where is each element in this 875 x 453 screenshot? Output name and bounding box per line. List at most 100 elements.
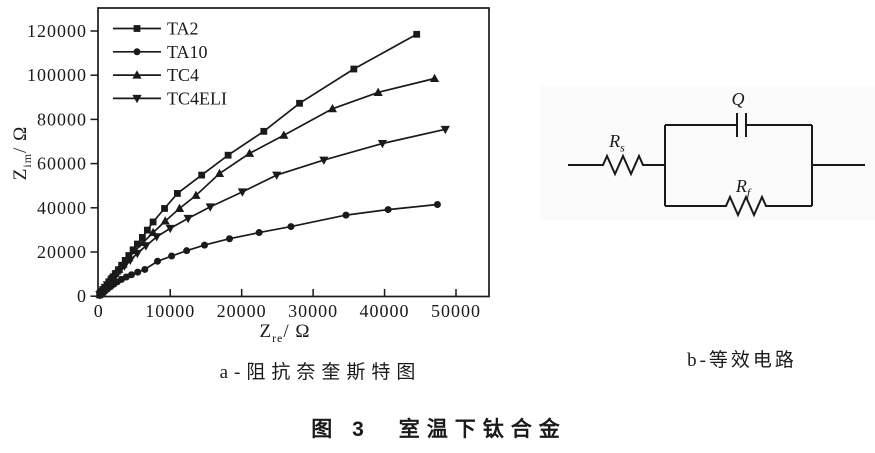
- plot-frame: [97, 7, 490, 298]
- data-point-marker-triangle-down: [115, 267, 125, 276]
- resistor-rs-label: Rs: [600, 131, 634, 156]
- data-point-marker-square: [161, 205, 168, 212]
- legend-label: TC4ELI: [167, 88, 227, 108]
- legend: TA2 TA10 TC4 TC4ELI: [113, 19, 227, 108]
- data-point-marker-square: [133, 25, 141, 32]
- y-tick-label: 120000: [27, 21, 87, 41]
- series-TA10: [96, 200, 441, 299]
- y-tick-label: 40000: [37, 198, 87, 218]
- series-line-TA2: [99, 33, 418, 296]
- rs-label-main: R: [609, 131, 621, 151]
- x-axis: 0 10000 20000 30000 40000 50000: [94, 289, 481, 321]
- y-axis-label-symbol: Z: [10, 167, 31, 181]
- rf-label-main: R: [735, 176, 747, 196]
- x-tick-label: 10000: [145, 301, 195, 321]
- legend-label: TC4: [167, 65, 199, 85]
- data-point-marker-square: [413, 30, 421, 38]
- data-point-marker-circle: [141, 265, 149, 273]
- data-point-marker-circle: [133, 48, 141, 56]
- caption-subfigure-b: b-等效电路: [687, 350, 797, 371]
- x-axis-label-subscript: re: [272, 330, 284, 345]
- data-point-marker-triangle-up: [132, 70, 142, 79]
- data-point-marker-square: [198, 171, 206, 179]
- data-point-marker-square: [143, 226, 151, 234]
- data-point-marker-circle: [255, 229, 263, 237]
- data-point-marker-square: [133, 240, 141, 248]
- data-point-marker-triangle-down: [319, 156, 329, 165]
- data-point-marker-circle: [201, 241, 209, 249]
- y-axis-label-subscript: im: [19, 152, 34, 168]
- data-point-marker-triangle-up: [279, 130, 289, 139]
- data-point-marker-circle: [384, 206, 392, 214]
- figure-main-caption: 图 3 室温下钛合金: [311, 418, 567, 441]
- y-axis-label: Zim/ Ω: [10, 107, 34, 199]
- resistor-rf-label: Rf: [726, 176, 760, 201]
- data-point-marker-triangle-down: [141, 242, 151, 251]
- data-point-marker-triangle-up: [429, 73, 440, 83]
- data-point-marker-circle: [168, 252, 176, 260]
- data-point-marker-triangle-up: [327, 103, 338, 113]
- legend-item-TA10: TA10: [113, 42, 208, 62]
- data-point-marker-triangle-down: [125, 256, 135, 265]
- data-point-marker-triangle-down: [205, 203, 215, 212]
- data-point-marker-circle: [433, 200, 441, 208]
- legend-item-TC4ELI: TC4ELI: [113, 88, 227, 108]
- legend-item-TC4: TC4: [113, 65, 199, 85]
- data-point-marker-triangle-up: [373, 87, 383, 96]
- series-line-TA10: [99, 203, 438, 296]
- rf-label-sub: f: [746, 185, 751, 200]
- data-point-marker-circle: [183, 247, 191, 255]
- data-point-marker-square: [149, 218, 157, 226]
- equivalent-circuit-diagram: Rs Q Rf: [540, 85, 875, 220]
- data-point-marker-square: [350, 65, 358, 73]
- data-point-marker-circle: [226, 235, 234, 243]
- x-tick-label: 20000: [217, 301, 267, 321]
- data-point-marker-triangle-up: [214, 168, 225, 178]
- data-point-marker-square: [260, 127, 268, 135]
- caption-subfigure-a: a-阻抗奈奎斯特图: [219, 362, 422, 383]
- series-line-TC4ELI: [99, 128, 446, 296]
- rs-label-sub: s: [620, 140, 625, 155]
- data-point-marker-circle: [154, 257, 162, 265]
- data-point-marker-triangle-up: [174, 203, 185, 212]
- y-tick-label: 60000: [37, 154, 87, 174]
- x-tick-label: 50000: [431, 301, 481, 321]
- data-point-marker-square: [173, 190, 181, 197]
- legend-label: TA10: [167, 42, 208, 62]
- resistor-rs-symbol: [568, 153, 665, 177]
- resistor-rf-symbol: [665, 194, 812, 218]
- data-point-marker-triangle-down: [440, 125, 450, 135]
- data-point-marker-triangle-down: [237, 188, 247, 197]
- data-point-marker-square: [296, 99, 303, 107]
- data-point-marker-circle: [342, 211, 350, 219]
- series-TA2: [96, 30, 421, 299]
- x-tick-label: 0: [94, 301, 104, 321]
- x-tick-label: 30000: [288, 301, 338, 321]
- data-point-marker-triangle-down: [165, 224, 175, 234]
- data-point-marker-triangle-down: [119, 262, 130, 271]
- y-axis: 0 20000 40000 60000 80000 100000 120000: [27, 21, 98, 306]
- data-point-marker-square: [138, 234, 146, 241]
- data-point-marker-triangle-down: [152, 233, 162, 242]
- nyquist-chart: 0 20000 40000 60000 80000 100000 120000 0 10000 2…: [27, 7, 490, 321]
- x-axis-label-symbol: Z: [259, 321, 273, 342]
- data-point-marker-triangle-down: [183, 214, 193, 224]
- legend-item-TA2: TA2: [113, 19, 199, 39]
- y-tick-label: 0: [77, 286, 87, 306]
- x-tick-label: 40000: [360, 301, 410, 321]
- data-point-marker-triangle-down: [111, 271, 121, 280]
- y-tick-label: 20000: [37, 242, 87, 262]
- legend-label: TA2: [167, 19, 199, 39]
- x-axis-label: Zre/ Ω: [244, 321, 326, 346]
- data-point-marker-triangle-down: [377, 139, 388, 149]
- data-point-marker-circle: [287, 223, 295, 231]
- data-point-marker-triangle-up: [160, 216, 170, 225]
- y-axis-label-unit: / Ω: [10, 125, 31, 153]
- x-axis-label-unit: / Ω: [283, 321, 311, 342]
- data-point-marker-circle: [128, 271, 136, 279]
- data-point-marker-triangle-down: [132, 249, 142, 259]
- series-TC4ELI: [95, 125, 450, 300]
- data-point-marker-triangle-up: [191, 190, 201, 199]
- series-line-TC4: [99, 77, 435, 295]
